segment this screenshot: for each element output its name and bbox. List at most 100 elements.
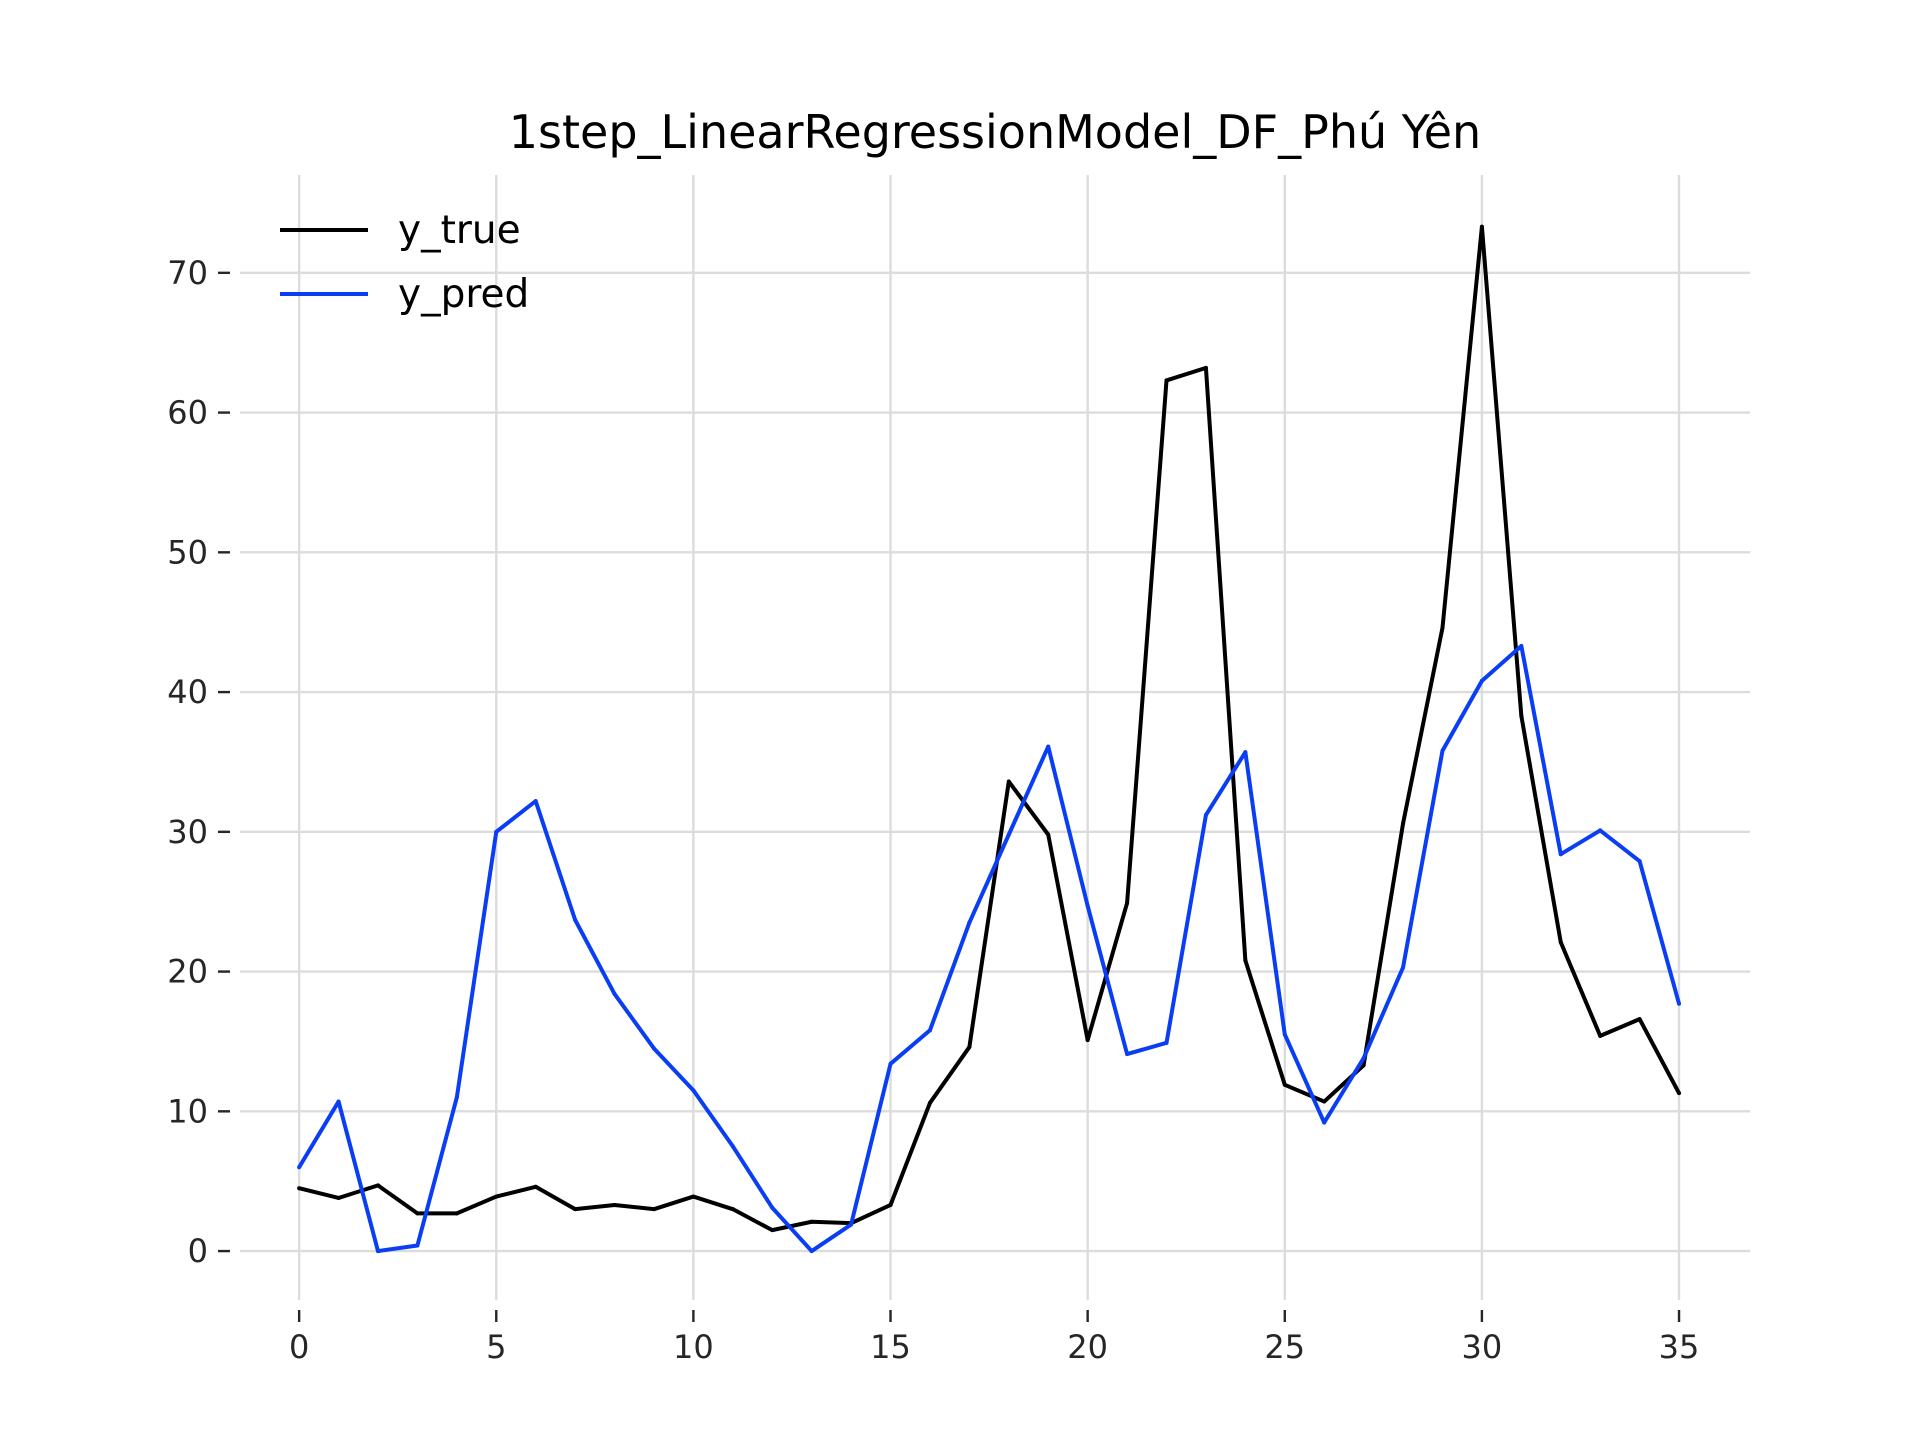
series-lines xyxy=(297,224,1682,1254)
data-point xyxy=(1361,1056,1366,1061)
data-point xyxy=(1203,813,1208,818)
data-point xyxy=(1558,852,1563,857)
data-point xyxy=(336,1099,341,1104)
data-point xyxy=(573,1207,578,1212)
data-point xyxy=(1677,1001,1682,1006)
legend-item-y_pred: y_pred xyxy=(280,272,529,317)
data-point xyxy=(1282,1082,1287,1087)
data-point xyxy=(730,1144,735,1149)
data-point xyxy=(297,1186,302,1191)
data-point xyxy=(927,1028,932,1033)
data-point xyxy=(1322,1099,1327,1104)
data-point xyxy=(1203,365,1208,370)
data-point xyxy=(1125,901,1130,906)
data-point xyxy=(691,1088,696,1093)
y-tick-label: 70 xyxy=(167,254,208,292)
data-point xyxy=(533,1184,538,1189)
data-point xyxy=(730,1207,735,1212)
data-point xyxy=(1598,828,1603,833)
data-point xyxy=(849,1222,854,1227)
data-point xyxy=(651,1046,656,1051)
data-point xyxy=(454,1095,459,1100)
data-point xyxy=(612,991,617,996)
legend: y_true y_pred xyxy=(280,208,529,317)
y-tick-label: 60 xyxy=(167,394,208,432)
data-point xyxy=(612,1202,617,1207)
x-tick-label: 15 xyxy=(870,1328,911,1366)
data-point xyxy=(691,1194,696,1199)
data-point xyxy=(1519,713,1524,718)
data-point xyxy=(1519,643,1524,648)
data-point xyxy=(573,917,578,922)
series-y_true xyxy=(297,224,1682,1233)
data-point xyxy=(1598,1033,1603,1038)
data-point xyxy=(1361,1063,1366,1068)
data-point xyxy=(1006,832,1011,837)
data-point xyxy=(809,1249,814,1254)
data-point xyxy=(1125,1052,1130,1057)
y-tick-label: 10 xyxy=(167,1092,208,1130)
y-tick-label: 40 xyxy=(167,673,208,711)
legend-label: y_pred xyxy=(398,272,529,317)
series-y_pred xyxy=(297,643,1682,1254)
data-point xyxy=(1401,965,1406,970)
y-tick-label: 30 xyxy=(167,813,208,851)
data-point xyxy=(967,920,972,925)
data-point xyxy=(415,1243,420,1248)
data-point xyxy=(1046,832,1051,837)
data-point xyxy=(1006,779,1011,784)
data-point xyxy=(1401,821,1406,826)
data-point xyxy=(454,1211,459,1216)
data-point xyxy=(533,799,538,804)
legend-item-y_true: y_true xyxy=(280,208,521,253)
data-point xyxy=(1558,940,1563,945)
data-point xyxy=(1677,1091,1682,1096)
data-point xyxy=(1085,1038,1090,1043)
data-point xyxy=(770,1205,775,1210)
data-point xyxy=(888,1061,893,1066)
data-point xyxy=(1243,750,1248,755)
x-tick-label: 0 xyxy=(289,1328,309,1366)
grid xyxy=(240,175,1750,1300)
x-tick-label: 25 xyxy=(1264,1328,1305,1366)
x-tick-label: 10 xyxy=(673,1328,714,1366)
data-point xyxy=(809,1219,814,1224)
x-tick-label: 20 xyxy=(1067,1328,1108,1366)
data-point xyxy=(494,1194,499,1199)
legend-label: y_true xyxy=(398,208,521,253)
data-point xyxy=(494,829,499,834)
data-point xyxy=(1243,958,1248,963)
data-point xyxy=(770,1228,775,1233)
data-point xyxy=(651,1207,656,1212)
data-point xyxy=(375,1249,380,1254)
series-line-y_pred xyxy=(297,643,1681,1254)
data-point xyxy=(1637,859,1642,864)
data-point xyxy=(927,1100,932,1105)
data-point xyxy=(375,1183,380,1188)
data-point xyxy=(1440,748,1445,753)
y-tick-label: 0 xyxy=(188,1232,208,1270)
data-point xyxy=(1479,224,1484,229)
data-point xyxy=(1046,744,1051,749)
data-point xyxy=(1164,378,1169,383)
y-tick-label: 20 xyxy=(167,953,208,991)
data-point xyxy=(1322,1120,1327,1125)
data-point xyxy=(336,1195,341,1200)
data-point xyxy=(967,1045,972,1050)
y-tick-label: 50 xyxy=(167,533,208,571)
x-tick-label: 5 xyxy=(486,1328,506,1366)
axes: 0 5 10 15 20 25 30 35 0 10 20 30 40 50 60 70 xyxy=(167,254,1699,1366)
x-tick-label: 30 xyxy=(1462,1328,1503,1366)
data-point xyxy=(297,1165,302,1170)
data-point xyxy=(1282,1032,1287,1037)
data-point xyxy=(1085,903,1090,908)
data-point xyxy=(1440,625,1445,630)
series-line-y_true xyxy=(298,224,1681,1233)
data-point xyxy=(1479,678,1484,683)
data-point xyxy=(415,1211,420,1216)
chart-title: 1step_LinearRegressionModel_DF_Phú Yên xyxy=(509,105,1481,159)
data-point xyxy=(1164,1040,1169,1045)
data-point xyxy=(1637,1017,1642,1022)
